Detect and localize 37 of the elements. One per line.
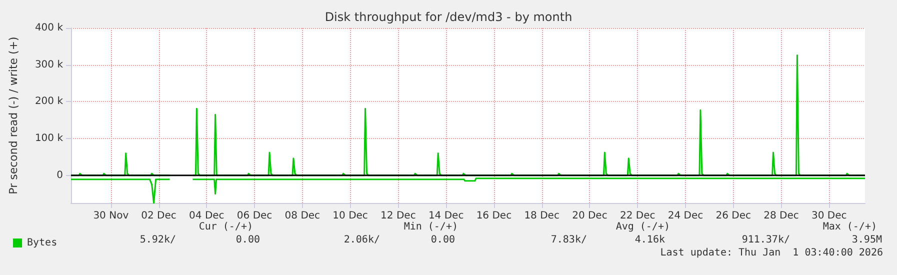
x-tick-label: 24 Dec <box>668 210 704 222</box>
x-tick-label: 06 Dec <box>236 210 272 222</box>
text: 7.83k/ <box>550 234 587 246</box>
text: Cur (-/+) <box>198 222 253 232</box>
text: 0.00 <box>430 234 455 246</box>
y-tick-label: 400 k <box>34 22 64 34</box>
text: Min (-/+) <box>404 222 458 232</box>
x-tick-label: 04 Dec <box>189 210 224 222</box>
y-axis-title: Pr second read (-) / write (+) <box>7 36 20 194</box>
text: 3.95M <box>852 234 882 246</box>
x-tick-label: 30 Dec <box>811 210 847 222</box>
x-tick-label: 30 Nov <box>93 210 129 222</box>
x-tick-label: 14 Dec <box>428 210 464 222</box>
x-tick-label: 26 Dec <box>716 210 751 222</box>
y-tick-label: 300 k <box>34 59 64 70</box>
x-tick-label: 08 Dec <box>284 210 320 222</box>
x-tick-label: 16 Dec <box>476 210 512 222</box>
y-tick-label: 200 k <box>34 96 64 108</box>
x-tick-label: 12 Dec <box>380 210 416 222</box>
text: 4.16k <box>634 234 665 246</box>
x-tick-label: 18 Dec <box>524 210 560 222</box>
x-tick-label: 28 Dec <box>764 210 799 222</box>
legend-label: Bytes <box>27 238 58 248</box>
chart-title: Disk throughput for /dev/md3 - by month <box>324 10 572 24</box>
text: 5.92k/ <box>140 234 176 246</box>
x-tick-label: 22 Dec <box>620 210 656 222</box>
text: Avg (-/+) <box>616 222 670 232</box>
x-tick-label: 20 Dec <box>572 210 608 222</box>
text: Last update: Thu Jan 1 03:40:00 2026 <box>660 248 883 258</box>
text: 0.00 <box>236 234 260 246</box>
y-tick-label: 100 k <box>34 133 64 144</box>
x-tick-label: 10 Dec <box>332 210 368 222</box>
y-tick-label: 0 <box>56 170 63 181</box>
text: 2.06k/ <box>344 234 380 246</box>
x-tick-label: 02 Dec <box>141 210 176 222</box>
text: 911.37k/ <box>742 234 790 246</box>
text: Max (-/+) <box>822 222 877 232</box>
